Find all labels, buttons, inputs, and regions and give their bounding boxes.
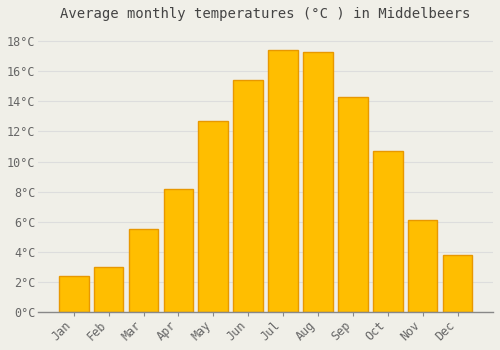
Bar [408, 220, 438, 312]
Bar [94, 267, 124, 312]
Bar [303, 52, 333, 312]
Bar [338, 97, 368, 312]
Bar [198, 121, 228, 312]
Bar [164, 189, 193, 312]
Bar [128, 229, 158, 312]
Bar [268, 50, 298, 312]
Bar [373, 151, 402, 312]
Bar [59, 276, 88, 312]
Bar [442, 255, 472, 312]
Title: Average monthly temperatures (°C ) in Middelbeers: Average monthly temperatures (°C ) in Mi… [60, 7, 471, 21]
Bar [234, 80, 263, 312]
